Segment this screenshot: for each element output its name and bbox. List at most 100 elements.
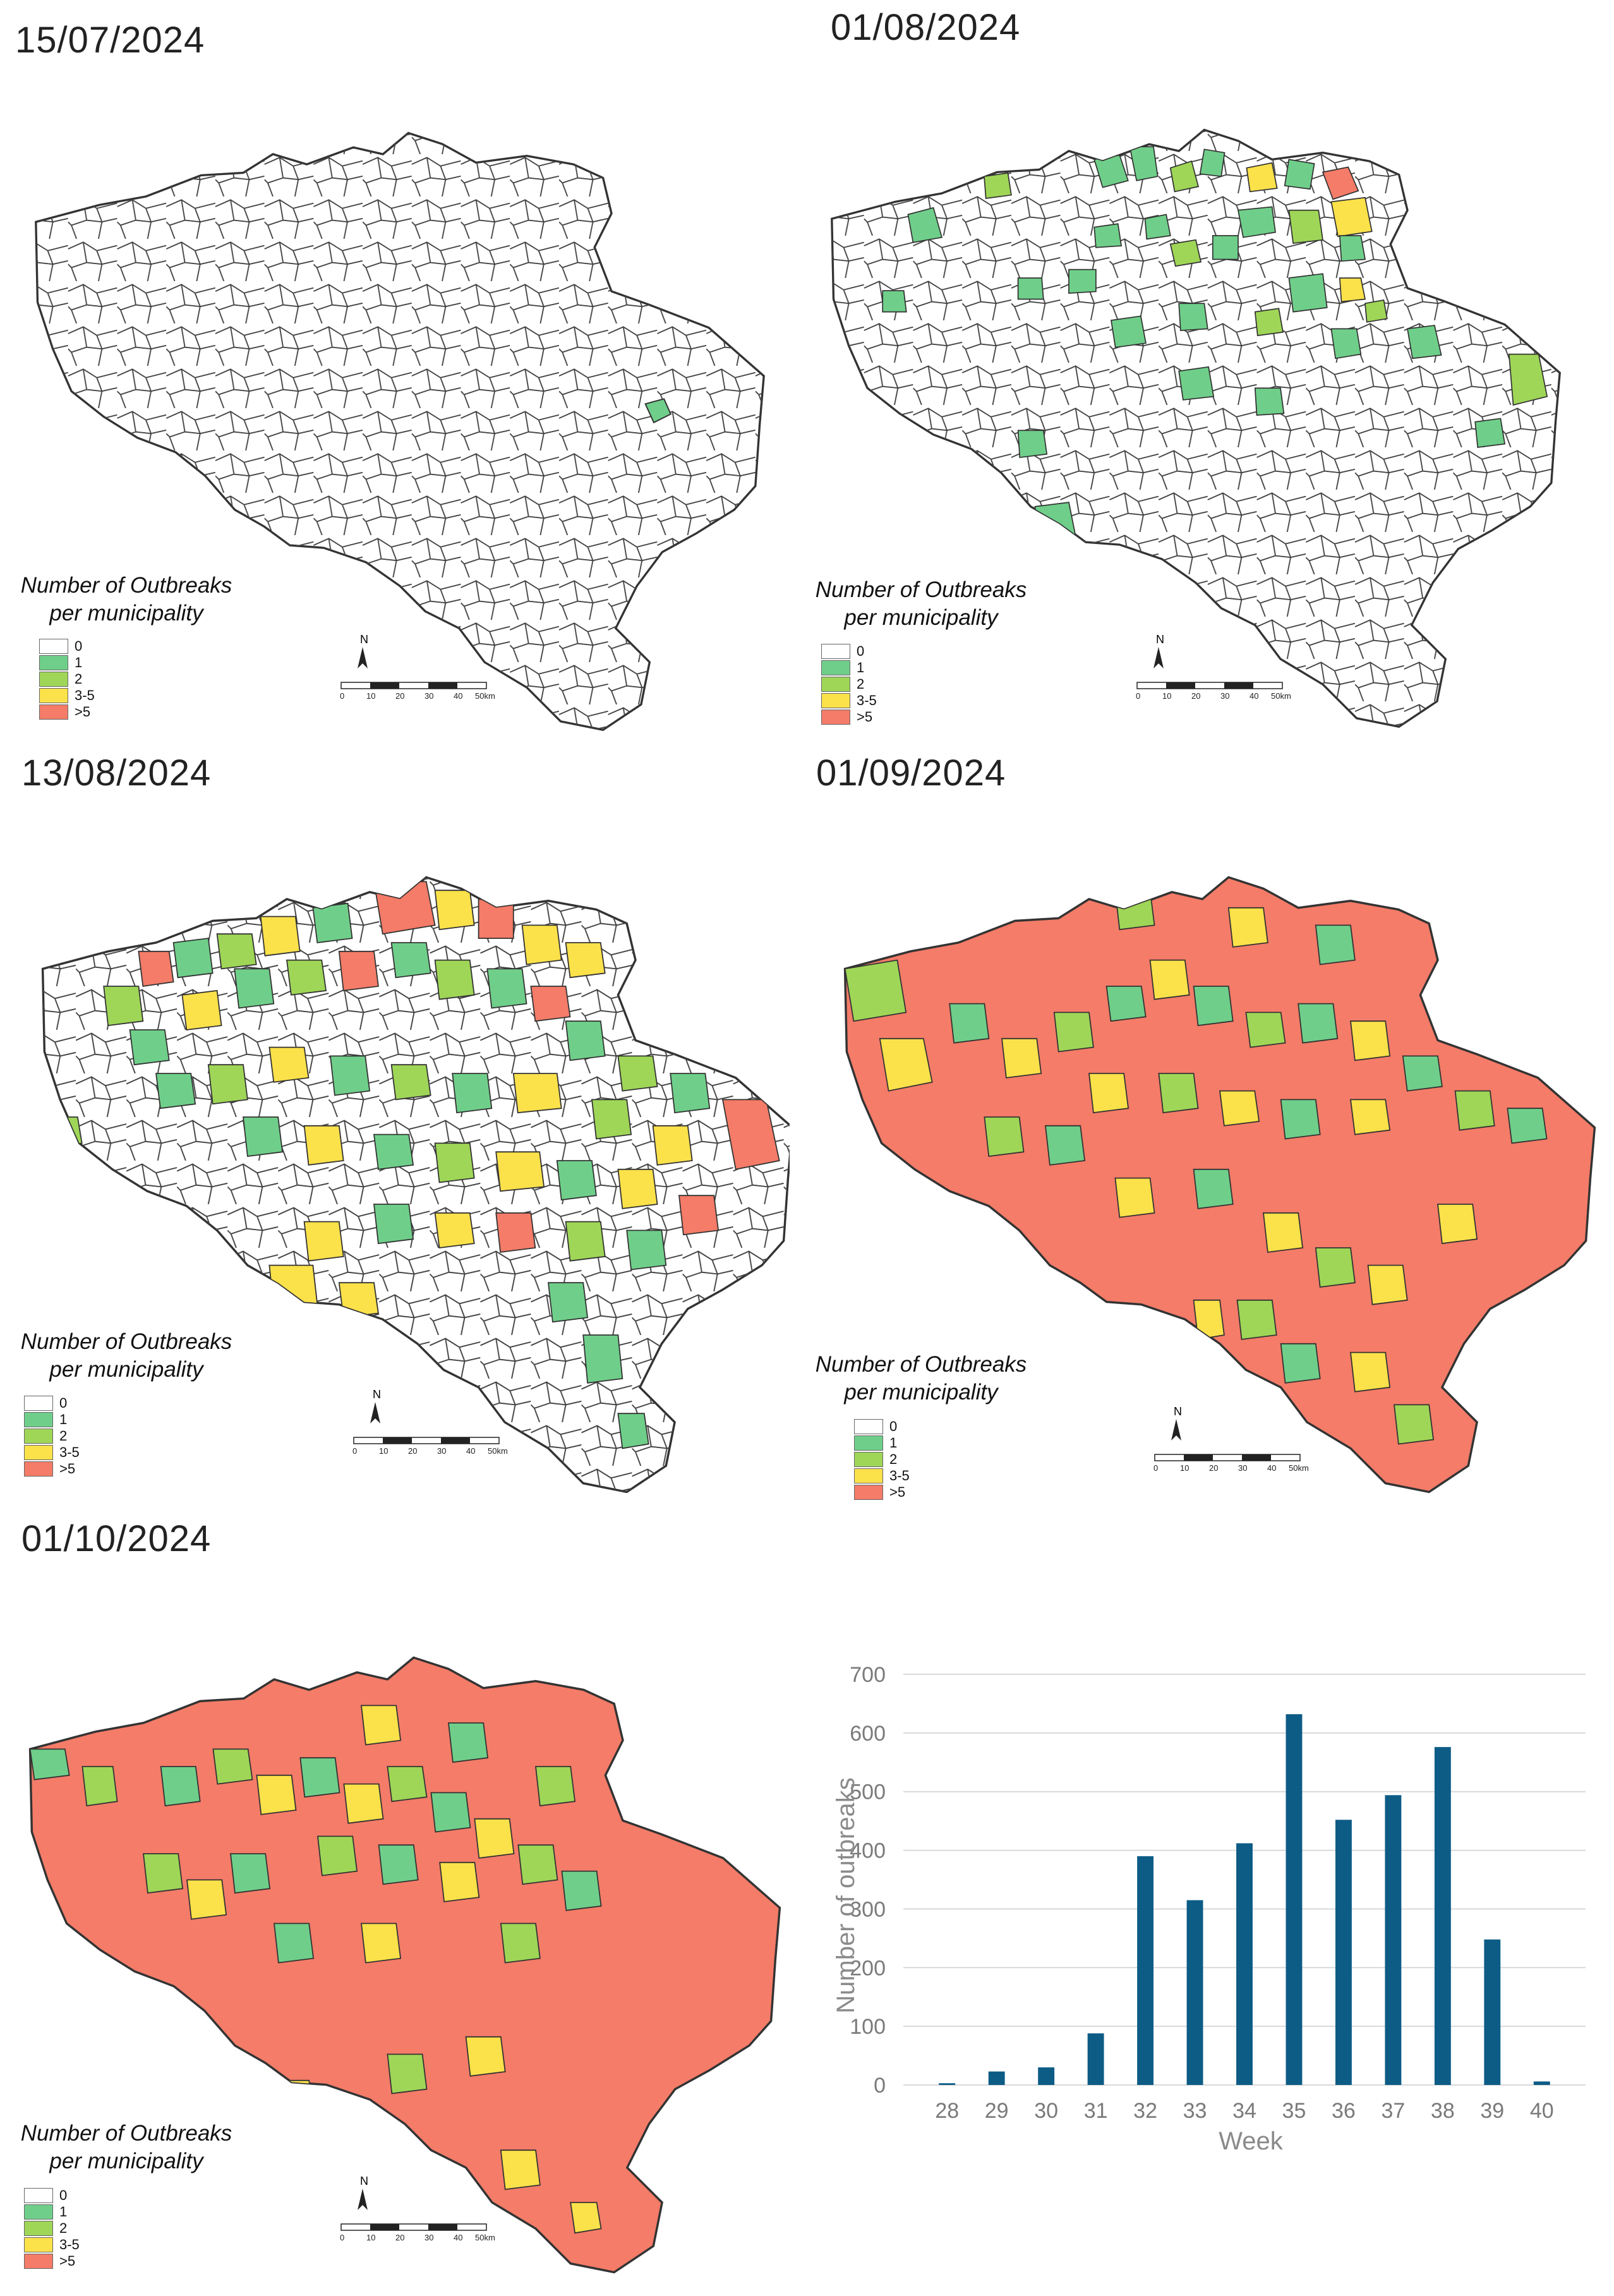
map-panel-2: 01/08/2024 (796, 0, 1605, 746)
chart-bars (939, 1714, 1550, 2085)
bar-week-34 (1236, 1843, 1253, 2085)
legend: 0 1 2 3-5 >5 (854, 1418, 910, 1501)
north-label: N (373, 1388, 381, 1401)
legend-item-label: 2 (59, 2220, 68, 2236)
x-tick-label: 28 (935, 2099, 959, 2123)
legend-title: Number of Outbreaks per municipality (0, 572, 259, 627)
north-arrow-scalebar: N 0 10 20 30 40 50km (340, 633, 495, 701)
y-tick-label: 400 (850, 1839, 886, 1863)
legend-title: Number of Outbreaks per municipality (788, 576, 1054, 632)
scale-tick: 20 (395, 2233, 404, 2242)
y-tick-label: 0 (874, 2074, 886, 2098)
scale-tick: 0 (352, 1446, 357, 1456)
legend-title-line2: per municipality (49, 2149, 203, 2173)
north-label: N (1174, 1405, 1182, 1418)
legend-item-label: >5 (59, 2253, 76, 2269)
map-panel-1: 15/07/2024 (6, 0, 790, 746)
legend: 0 1 2 3-5 >5 (24, 2187, 80, 2269)
x-tick-label: 38 (1431, 2099, 1455, 2123)
bar-week-31 (1087, 2033, 1104, 2085)
scale-tick: 0 (1136, 691, 1140, 701)
legend-item-label: 0 (857, 643, 865, 659)
legend-title-line1: Number of Outbreaks (815, 577, 1027, 602)
north-arrow-scalebar: N 0 10 20 30 40 50km (1153, 1405, 1309, 1473)
bar-week-32 (1137, 1856, 1154, 2085)
outbreak-municipalities (644, 398, 672, 424)
legend-item-label: 3-5 (59, 1444, 80, 1460)
legend-item-label: 1 (889, 1435, 898, 1451)
legend-item-label: 3-5 (889, 1468, 910, 1483)
y-tick-label: 600 (850, 1722, 886, 1746)
x-axis-label: Week (1219, 2127, 1284, 2155)
y-axis-label: Number of outbreaks (832, 1777, 860, 2014)
y-tick-label: 500 (850, 1780, 886, 1804)
belgium-map (41, 876, 790, 1494)
legend-title: Number of Outbreaks per municipality (788, 1351, 1054, 1406)
outbreak-municipalities (30, 1705, 602, 2234)
legend-item-label: >5 (857, 709, 873, 725)
x-tick-label: 36 (1332, 2099, 1356, 2123)
bar-week-33 (1186, 1900, 1203, 2085)
bar-week-35 (1286, 1714, 1303, 2085)
scale-tick: 0 (340, 2233, 344, 2242)
legend-item-label: 3-5 (59, 2237, 80, 2252)
scale-tick: 30 (1220, 691, 1229, 701)
scale-tick: 40 (1250, 691, 1258, 701)
scale-tick: 10 (1180, 1463, 1189, 1473)
panel-date: 01/08/2024 (831, 7, 1021, 48)
legend-item-label: >5 (889, 1484, 906, 1500)
bar-week-29 (988, 2071, 1005, 2085)
legend-item-label: 1 (857, 660, 865, 675)
bar-week-38 (1434, 1747, 1451, 2085)
legend-item-label: 1 (59, 1411, 68, 1427)
legend-title-line1: Number of Outbreaks (20, 2121, 232, 2146)
y-axis-ticks: 0 100 200 300 400 500 600 700 (850, 1663, 886, 2098)
panel-date: 01/10/2024 (21, 1518, 212, 1559)
legend-item-label: 1 (59, 2204, 68, 2220)
legend-item-label: 3-5 (75, 687, 95, 703)
x-tick-label: 33 (1183, 2099, 1207, 2123)
legend-item-label: 0 (59, 2187, 68, 2203)
scale-tick: 10 (366, 691, 375, 701)
weekly-outbreaks-bar-chart: 0 100 200 300 400 500 600 700 28 29 30 31 32 33 34 35 3… (832, 1663, 1586, 2155)
scale-tick: 10 (379, 1446, 388, 1456)
north-arrow-scalebar: N 0 10 20 30 40 50km (340, 2175, 495, 2242)
outbreak-municipalities (882, 146, 1548, 550)
bar-week-36 (1335, 1820, 1352, 2085)
scale-tick: 50km (475, 2233, 495, 2242)
legend-title-line2: per municipality (844, 1380, 998, 1405)
belgium-map (35, 131, 765, 731)
scale-tick: 20 (395, 691, 404, 701)
scale-tick: 30 (425, 691, 433, 701)
legend-item-label: >5 (59, 1461, 76, 1477)
panel-date: 01/09/2024 (816, 752, 1006, 794)
scale-tick: 50km (1289, 1463, 1309, 1473)
x-axis-ticks: 28 29 30 31 32 33 34 35 36 37 38 39 40 (935, 2099, 1553, 2123)
legend-item-label: 3-5 (857, 692, 877, 708)
belgium-map (843, 876, 1596, 1494)
scale-tick: 20 (1191, 691, 1200, 701)
x-tick-label: 34 (1232, 2099, 1256, 2123)
x-tick-label: 37 (1381, 2099, 1405, 2123)
legend-title-line2: per municipality (49, 601, 203, 625)
y-tick-label: 700 (850, 1663, 886, 1687)
bar-week-40 (1533, 2081, 1550, 2085)
scale-tick: 40 (466, 1446, 475, 1456)
north-label: N (360, 2175, 368, 2187)
legend-item-label: 2 (857, 676, 865, 692)
legend-item-label: 0 (59, 1395, 68, 1411)
panel-date: 15/07/2024 (15, 20, 205, 61)
legend-item-label: 2 (59, 1428, 68, 1444)
x-tick-label: 30 (1034, 2099, 1058, 2123)
scale-tick: 20 (408, 1446, 417, 1456)
north-arrow-scalebar: N 0 10 20 30 40 50km (1136, 633, 1291, 701)
legend-title-line2: per municipality (844, 605, 998, 630)
north-arrow-scalebar: N 0 10 20 30 40 50km (352, 1388, 508, 1456)
legend-title: Number of Outbreaks per municipality (0, 2120, 259, 2175)
legend: 0 1 2 3-5 >5 (821, 643, 877, 725)
scale-tick: 0 (340, 691, 344, 701)
legend-item-label: 2 (889, 1451, 898, 1467)
belgium-map (28, 1656, 781, 2274)
legend-item-label: 0 (889, 1418, 898, 1434)
x-tick-label: 39 (1480, 2099, 1504, 2123)
